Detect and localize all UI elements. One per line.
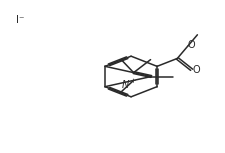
Text: I⁻: I⁻: [16, 15, 24, 25]
Text: $N^+$: $N^+$: [120, 78, 136, 91]
Text: O: O: [187, 40, 194, 50]
Text: O: O: [191, 65, 199, 75]
